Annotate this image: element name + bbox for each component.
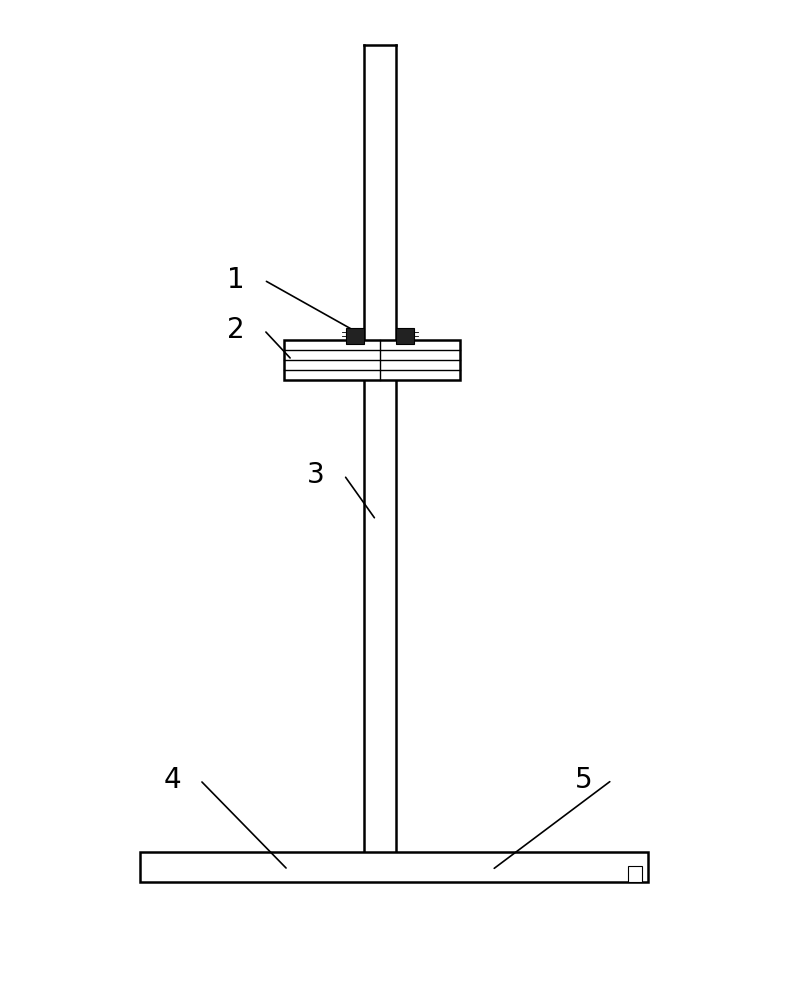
FancyBboxPatch shape [346,328,364,344]
Bar [628,865,642,882]
Text: 4: 4 [163,766,181,794]
Text: 5: 5 [575,766,593,794]
Bar [140,852,648,882]
Text: 1: 1 [227,266,245,294]
Text: 3: 3 [307,461,325,489]
Bar [284,340,460,380]
FancyBboxPatch shape [396,328,414,344]
Text: 2: 2 [227,316,245,344]
